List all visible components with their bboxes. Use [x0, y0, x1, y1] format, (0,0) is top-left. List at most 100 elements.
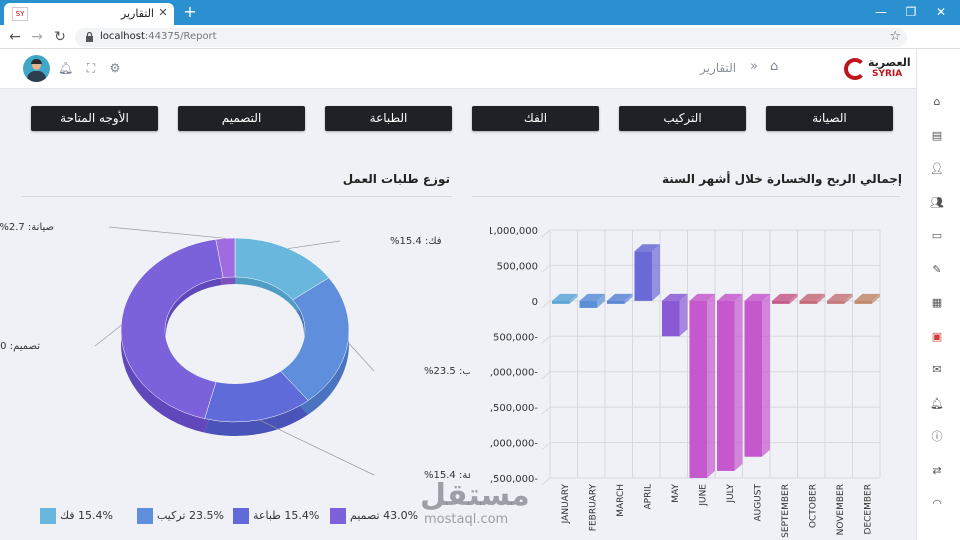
calendar-icon[interactable]: ▦	[931, 296, 943, 309]
slice-label: صيانة: 2.7%	[0, 222, 54, 233]
legend-label[interactable]: 23.5% تركيب	[157, 509, 224, 522]
x-tick-label: MAY	[671, 484, 681, 503]
bar-october[interactable]	[799, 293, 826, 304]
bookmark-star-icon[interactable]: ☆	[889, 29, 901, 44]
bar-top	[552, 293, 578, 301]
new-tab-button[interactable]: +	[183, 2, 197, 21]
bar-december[interactable]	[854, 293, 881, 304]
x-tick-label: JULY	[726, 484, 736, 504]
slice-label: تصميم: 43.0%	[0, 341, 40, 352]
minimize-icon[interactable]: —	[875, 5, 887, 19]
slice-leader-line	[94, 325, 122, 347]
gear-icon[interactable]: ⚙	[109, 61, 121, 75]
grid-diagonal	[541, 371, 551, 380]
grid-diagonal	[541, 265, 551, 273]
money-icon[interactable]: ▭	[931, 229, 943, 242]
watermark: مستقل	[420, 478, 530, 513]
bar-september[interactable]	[772, 293, 798, 304]
bar-february[interactable]	[579, 293, 606, 308]
x-tick-label: APRIL	[643, 484, 653, 510]
x-tick-label: JANUARY	[561, 484, 571, 525]
x-tick-label: SEPTEMBER	[781, 484, 791, 538]
donut-hole	[166, 284, 304, 384]
restore-icon[interactable]: ❐	[905, 5, 917, 19]
legend-label[interactable]: 15.4% فك	[60, 509, 113, 522]
id-card-icon[interactable]: ▤	[931, 128, 943, 142]
url-host: localhost	[100, 31, 145, 42]
legend-label[interactable]: 15.4% طباعة	[253, 509, 320, 522]
x-tick-label: DECEMBER	[863, 484, 873, 534]
breadcrumb[interactable]: التقارير	[700, 61, 737, 75]
edit-icon[interactable]: ✎	[932, 262, 942, 276]
bar-top	[827, 293, 853, 301]
y-tick-label: 2,500,000-	[490, 474, 538, 485]
bell-icon[interactable]: 🔔︎	[930, 396, 944, 410]
bar-top	[854, 293, 880, 301]
fullscreen-icon[interactable]: ⛶	[86, 61, 96, 75]
slice-label: تركيب: 23.5%	[424, 366, 470, 377]
bar-july[interactable]	[717, 293, 743, 471]
tab-title: التقارير	[120, 7, 154, 20]
home-icon[interactable]: ⌂	[770, 59, 779, 74]
user-icon[interactable]: 👤︎	[930, 162, 944, 175]
x-tick-label: JUNE	[698, 484, 708, 507]
maintenance-button[interactable]: الصيانة	[766, 106, 893, 131]
chat-icon[interactable]: ✉	[932, 363, 942, 376]
bar-front	[552, 300, 570, 304]
bar-front	[827, 300, 845, 304]
home-icon[interactable]: ⌂	[933, 95, 941, 108]
y-tick-label: 1,000,000-	[490, 368, 538, 379]
window-close-icon[interactable]: ✕	[935, 5, 947, 19]
bar-top	[717, 293, 743, 301]
legend-swatch[interactable]	[40, 508, 56, 524]
info-icon[interactable]: ⓘ	[931, 430, 943, 443]
available-faces-button[interactable]: الأوجه المتاحة	[31, 106, 158, 131]
back-icon[interactable]: ←	[9, 29, 21, 45]
x-tick-label: FEBRUARY	[588, 484, 598, 532]
legend-label[interactable]: 43.0% تصميم	[350, 509, 419, 522]
printing-button[interactable]: الطباعة	[325, 106, 452, 131]
bar-top	[634, 244, 660, 252]
headset-icon[interactable]: ◠	[932, 497, 942, 510]
bar-june[interactable]	[689, 293, 716, 478]
browser-tab[interactable]: SY التقارير ✕	[4, 3, 174, 25]
url-field[interactable]: localhost:44375/Report ☆	[75, 28, 907, 47]
installation-button[interactable]: التركيب	[619, 106, 746, 131]
tab-close-icon[interactable]: ✕	[158, 6, 168, 19]
legend-swatch[interactable]	[330, 508, 346, 524]
grid-diagonal	[541, 335, 551, 344]
bar-top	[579, 293, 605, 301]
browser-tab-bar: SY التقارير ✕ + — ❐ ✕	[0, 0, 960, 25]
bar-top	[662, 293, 688, 301]
forward-icon[interactable]: →	[31, 29, 43, 45]
bar-april[interactable]	[634, 244, 661, 301]
shuffle-icon[interactable]: ⇄	[932, 463, 942, 477]
bar-may[interactable]	[662, 293, 688, 337]
bar-front	[744, 300, 762, 457]
breadcrumb-chevron-icon: »	[750, 59, 758, 74]
bar-front	[579, 300, 597, 308]
reload-icon[interactable]: ↻	[54, 29, 66, 45]
bar-january[interactable]	[552, 293, 578, 304]
dismantle-button[interactable]: الفك	[472, 106, 599, 131]
bar-august[interactable]	[744, 293, 771, 457]
bar-november[interactable]	[827, 293, 853, 304]
bar-side	[844, 293, 853, 304]
sidebar: ⌂ ▤ 👤︎ 👥︎ ▭ ✎ ▦ ▣ ✉ 🔔︎ ⓘ ⇄ ◠	[916, 49, 960, 540]
donut-slice-4[interactable]	[215, 237, 236, 279]
x-tick-label: MARCH	[616, 484, 626, 517]
legend-swatch[interactable]	[137, 508, 153, 524]
bar-front	[799, 300, 817, 304]
y-tick-label: 1,000,000	[490, 226, 538, 237]
avatar[interactable]	[23, 55, 50, 82]
report-icon[interactable]: ▣	[931, 329, 943, 343]
bell-icon[interactable]: 🔔︎	[58, 61, 74, 75]
bar-side	[817, 293, 825, 304]
design-button[interactable]: التصميم	[178, 106, 305, 131]
bar-march[interactable]	[607, 293, 633, 304]
users-icon[interactable]: 👥︎	[930, 195, 944, 209]
bar-chart-title: إجمالي الربح والخسارة خلال أشهر السنة	[662, 172, 902, 186]
profit-loss-bar-chart: 1,000,000 500,000 0 500,000- 1,000,000- 1,500…	[490, 226, 881, 538]
y-tick-label: 0	[532, 297, 538, 308]
legend-swatch[interactable]	[233, 508, 249, 524]
